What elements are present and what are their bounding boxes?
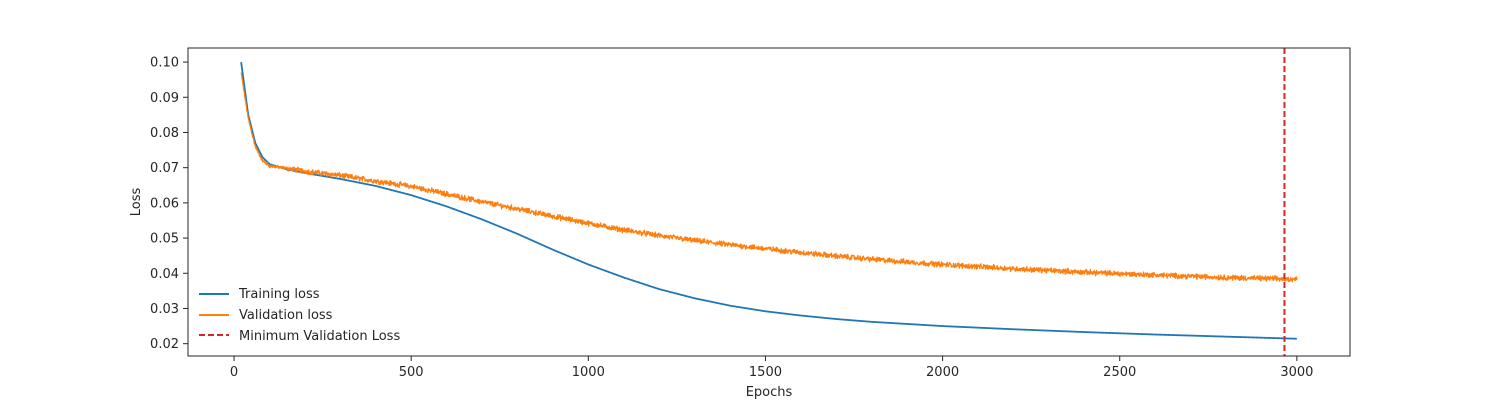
y-tick-label: 0.03 bbox=[150, 302, 179, 317]
x-tick-label: 500 bbox=[399, 365, 424, 380]
x-axis-ticks: 0 500 1000 1500 2000 2500 3000 bbox=[230, 356, 1313, 380]
y-axis-ticks: 0.02 0.03 0.04 0.05 0.06 0.07 0.08 0.09 0.10 bbox=[150, 56, 188, 352]
plot-frame bbox=[187, 47, 1351, 357]
series-line-training-loss bbox=[240, 61, 1298, 340]
y-tick-label: 0.10 bbox=[150, 56, 179, 71]
x-axis-label: Epochs bbox=[746, 385, 793, 400]
x-tick-label: 2000 bbox=[926, 365, 959, 380]
y-tick-label: 0.05 bbox=[150, 232, 179, 247]
x-tick-label: 2500 bbox=[1103, 365, 1136, 380]
legend-label-validation-loss: Validation loss bbox=[239, 308, 333, 323]
legend: Training loss Validation loss Minimum Va… bbox=[199, 287, 400, 344]
y-tick-label: 0.07 bbox=[150, 161, 179, 176]
y-tick-label: 0.02 bbox=[150, 337, 179, 352]
series-line-validation-loss bbox=[240, 72, 1298, 283]
legend-label-min-validation-loss: Minimum Validation Loss bbox=[239, 329, 400, 344]
y-axis-label: Loss bbox=[129, 188, 144, 217]
x-tick-label: 0 bbox=[230, 365, 238, 380]
x-tick-label: 1500 bbox=[749, 365, 782, 380]
y-tick-label: 0.06 bbox=[150, 196, 179, 211]
y-tick-label: 0.09 bbox=[150, 91, 179, 106]
plot-lines bbox=[240, 48, 1298, 356]
y-tick-label: 0.04 bbox=[150, 267, 179, 282]
x-tick-label: 3000 bbox=[1280, 365, 1313, 380]
y-tick-label: 0.08 bbox=[150, 126, 179, 141]
legend-label-training-loss: Training loss bbox=[238, 287, 320, 302]
x-tick-label: 1000 bbox=[572, 365, 605, 380]
